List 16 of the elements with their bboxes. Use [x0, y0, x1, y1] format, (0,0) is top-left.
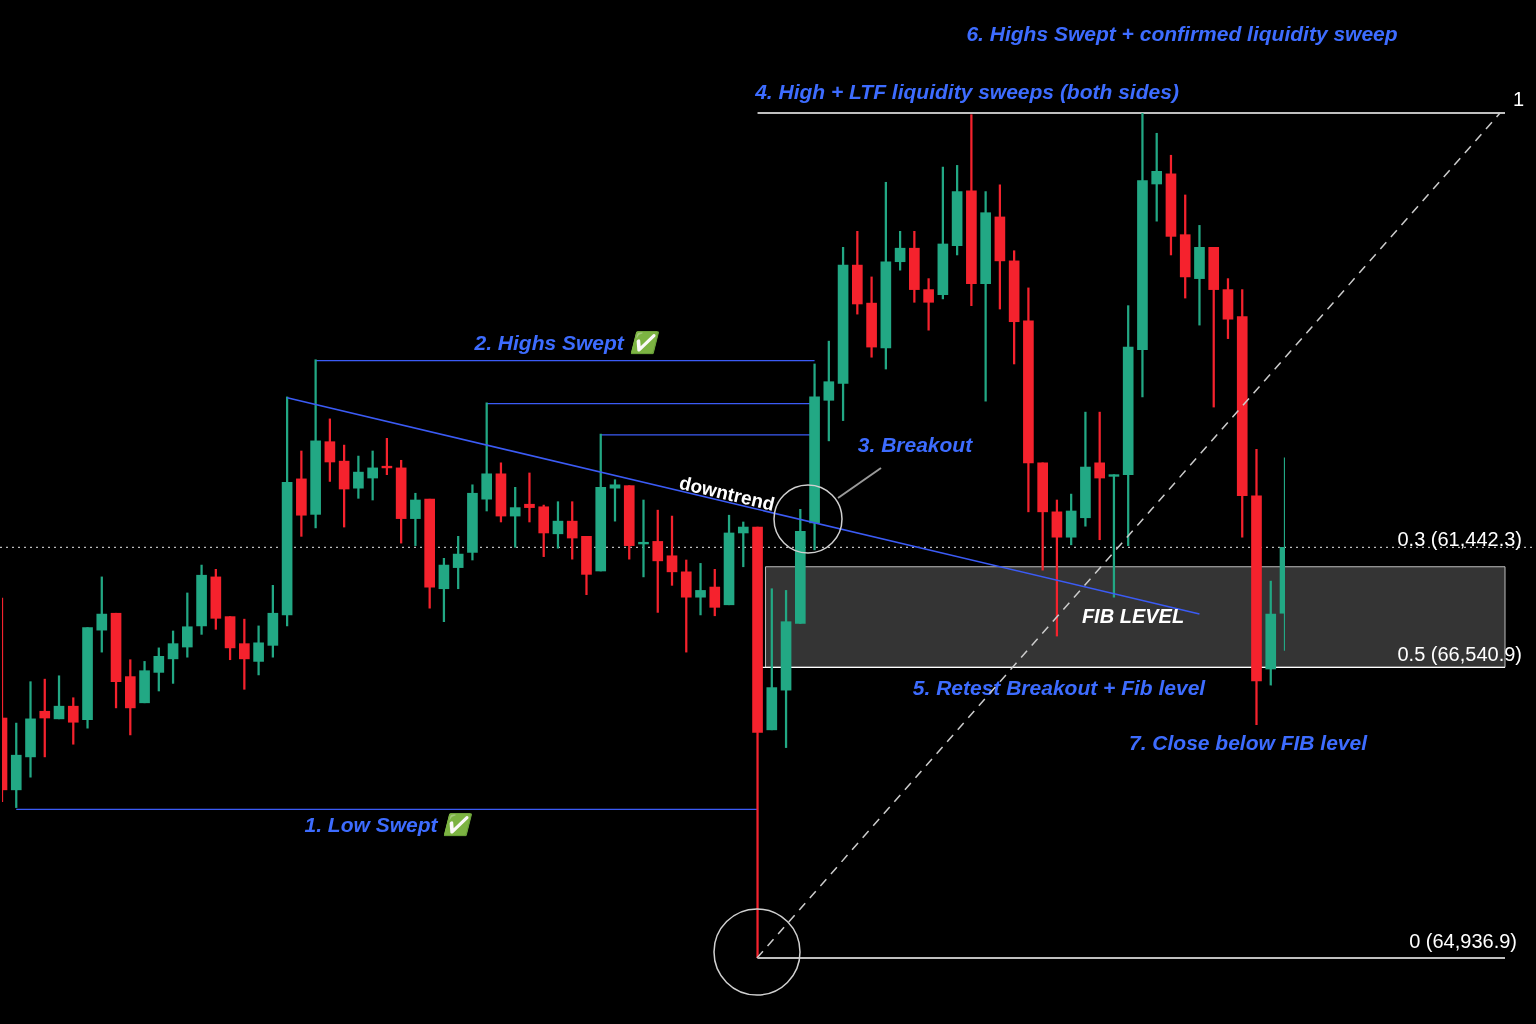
- band-label: FIB LEVEL: [1081, 604, 1185, 627]
- annotation: 5. Retest Breakout + Fib level: [912, 675, 1207, 699]
- ref-line-label: 1. Low Swept ✅: [304, 812, 474, 838]
- text: 1: [1512, 87, 1524, 110]
- candlestick: [695, 563, 706, 616]
- candlestick: [524, 472, 535, 523]
- annotation: 3. Breakout: [857, 432, 974, 456]
- text: 0.3 (61,442.3): [1397, 527, 1522, 550]
- candlestick: [1194, 225, 1205, 326]
- annotation: 7. Close below FIB level: [1128, 730, 1369, 754]
- text: 0 (64,936.9): [1409, 929, 1517, 952]
- text: 4. High + LTF liquidity sweeps (both sides): [754, 79, 1179, 103]
- text: 0.5 (66,540.9): [1397, 642, 1522, 665]
- text: 6. Highs Swept + confirmed liquidity sweep: [966, 21, 1398, 45]
- candlestick: [923, 278, 934, 331]
- ref-line-label: 2. Highs Swept ✅: [473, 330, 660, 356]
